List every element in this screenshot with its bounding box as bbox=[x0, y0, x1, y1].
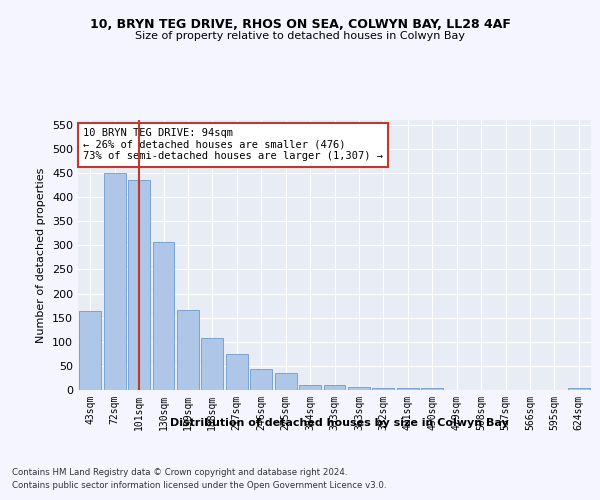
Bar bbox=[299, 385, 321, 390]
Bar bbox=[128, 180, 150, 390]
Bar bbox=[226, 354, 248, 390]
Text: Distribution of detached houses by size in Colwyn Bay: Distribution of detached houses by size … bbox=[170, 418, 508, 428]
Text: 10, BRYN TEG DRIVE, RHOS ON SEA, COLWYN BAY, LL28 4AF: 10, BRYN TEG DRIVE, RHOS ON SEA, COLWYN … bbox=[89, 18, 511, 30]
Bar bbox=[348, 386, 370, 390]
Text: 10 BRYN TEG DRIVE: 94sqm
← 26% of detached houses are smaller (476)
73% of semi-: 10 BRYN TEG DRIVE: 94sqm ← 26% of detach… bbox=[83, 128, 383, 162]
Bar bbox=[177, 310, 199, 390]
Bar bbox=[397, 388, 419, 390]
Text: Contains public sector information licensed under the Open Government Licence v3: Contains public sector information licen… bbox=[12, 480, 386, 490]
Bar bbox=[79, 312, 101, 390]
Bar bbox=[373, 388, 394, 390]
Text: Contains HM Land Registry data © Crown copyright and database right 2024.: Contains HM Land Registry data © Crown c… bbox=[12, 468, 347, 477]
Bar bbox=[275, 373, 296, 390]
Bar bbox=[323, 385, 346, 390]
Bar bbox=[250, 370, 272, 390]
Bar bbox=[152, 242, 175, 390]
Bar bbox=[104, 173, 125, 390]
Bar bbox=[568, 388, 590, 390]
Bar bbox=[202, 338, 223, 390]
Bar bbox=[421, 388, 443, 390]
Y-axis label: Number of detached properties: Number of detached properties bbox=[37, 168, 46, 342]
Text: Size of property relative to detached houses in Colwyn Bay: Size of property relative to detached ho… bbox=[135, 31, 465, 41]
